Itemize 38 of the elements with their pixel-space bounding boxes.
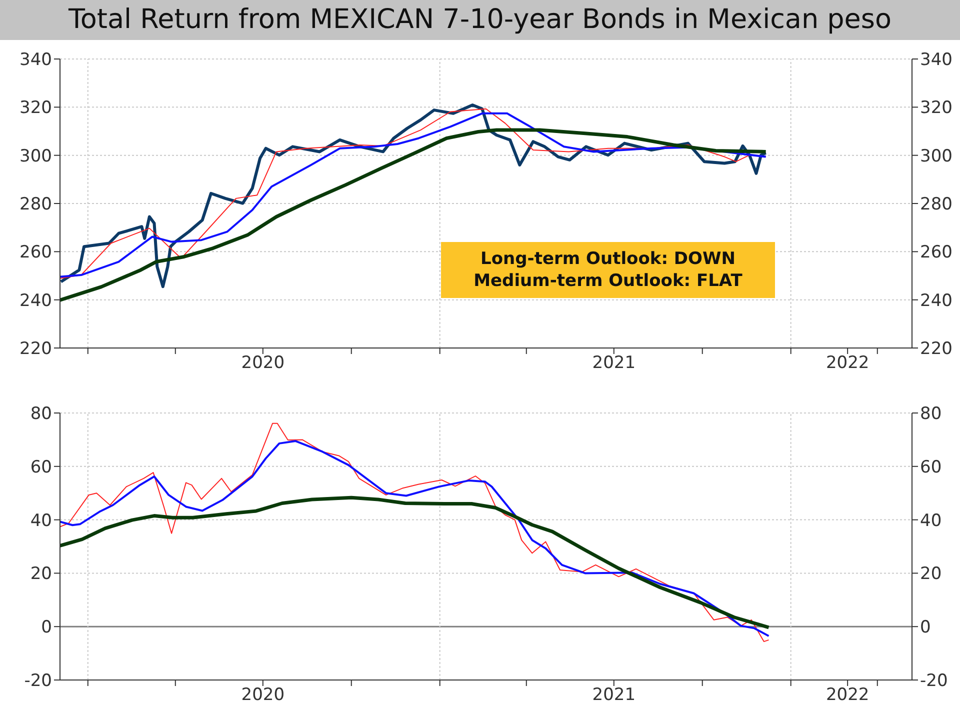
y-tick-label: 0 <box>41 618 52 638</box>
chart-title: Total Return from MEXICAN 7-10-year Bonds in Mexican peso <box>0 0 960 40</box>
x-tick-label: 2020 <box>241 685 285 706</box>
y-tick-label: 320 <box>20 98 52 118</box>
y2-tick-label: 340 <box>920 50 952 70</box>
note-box: Long-term Outlook: DOWN Medium-term Outlook: FLAT <box>441 242 775 298</box>
y2-tick-label: 300 <box>920 146 952 166</box>
y-tick-label: 240 <box>20 290 52 311</box>
y-tick-label: 60 <box>30 457 52 478</box>
y-tick-label: 300 <box>20 146 52 166</box>
y-tick-label: 340 <box>20 50 52 70</box>
y2-tick-label: 260 <box>920 242 952 263</box>
y2-tick-label: 240 <box>920 290 952 311</box>
x-tick-label: 2020 <box>241 353 285 374</box>
x-tick-label: 2021 <box>592 353 636 374</box>
y-tick-label: 20 <box>30 564 52 584</box>
annotation: Medium-term Outlook: FLAT <box>472 270 744 292</box>
y2-tick-label: 80 <box>920 404 942 424</box>
x-tick-label: 2022 <box>826 353 870 374</box>
y2-tick-label: 220 <box>920 339 952 360</box>
y2-tick-label: 320 <box>920 98 952 118</box>
y-tick-label: 40 <box>30 510 52 531</box>
y2-tick-label: 40 <box>920 510 942 531</box>
y2-tick-label: 0 <box>920 618 931 638</box>
y-tick-label: 260 <box>20 242 52 263</box>
y-tick-label: 280 <box>20 194 52 215</box>
y-tick-label: -20 <box>24 671 52 692</box>
y-tick-label: 80 <box>30 404 52 424</box>
line-series <box>60 128 768 302</box>
x-tick-label: 2022 <box>826 685 870 706</box>
y-tick-label: 220 <box>20 339 52 360</box>
y2-tick-label: -20 <box>920 671 948 692</box>
y2-tick-label: 20 <box>920 564 942 584</box>
x-tick-label: 2021 <box>592 685 636 706</box>
y2-tick-label: 60 <box>920 457 942 478</box>
y2-tick-label: 280 <box>920 194 952 215</box>
annotation: Long-term Outlook: DOWN <box>480 248 736 270</box>
line-series <box>60 496 770 630</box>
